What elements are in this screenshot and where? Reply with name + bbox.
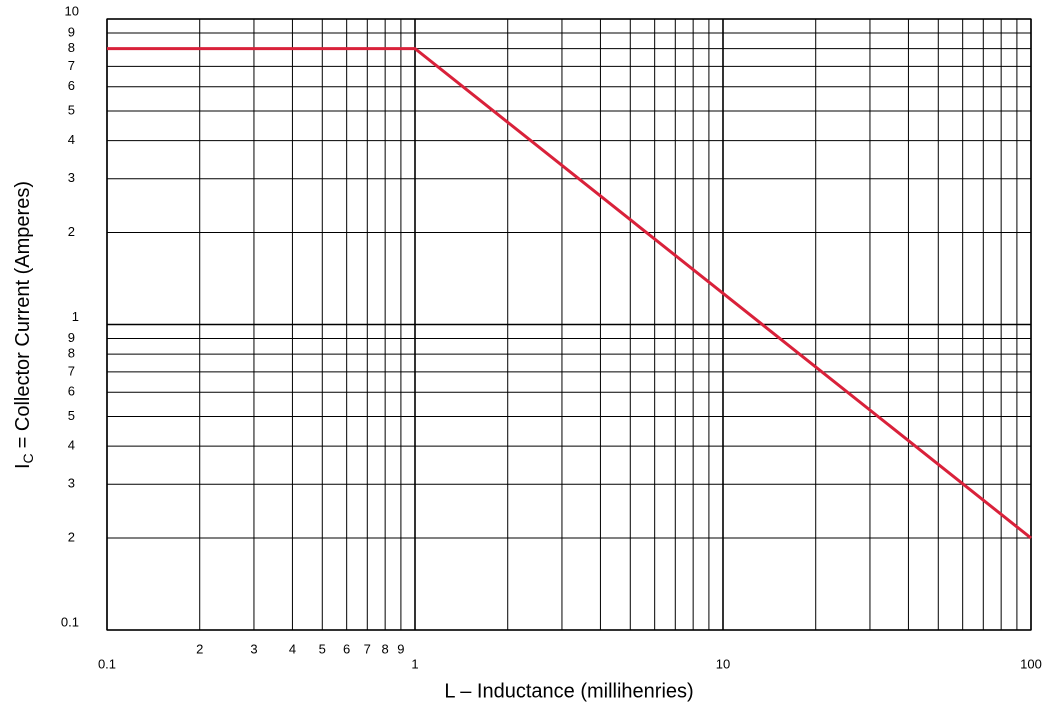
y-tick-label: 10 xyxy=(65,3,79,18)
y-tick-label: 9 xyxy=(68,24,75,39)
y-tick-label: 8 xyxy=(68,346,75,361)
y-tick-label: 7 xyxy=(68,363,75,378)
y-tick-label: 1 xyxy=(72,309,79,324)
y-axis-symbol: I xyxy=(12,463,34,469)
y-tick-label: 9 xyxy=(68,330,75,345)
x-tick-label: 2 xyxy=(196,641,203,656)
x-tick-label: 9 xyxy=(397,641,404,656)
x-tick-label: 3 xyxy=(250,641,257,656)
x-tick-label: 7 xyxy=(364,641,371,656)
x-tick-label: 8 xyxy=(382,641,389,656)
y-tick-label: 8 xyxy=(68,40,75,55)
x-tick-label: 10 xyxy=(716,656,730,671)
y-axis-subscript: C xyxy=(20,453,36,463)
y-tick-label: 4 xyxy=(68,438,75,453)
y-tick-label: 5 xyxy=(68,408,75,423)
plot-frame xyxy=(106,18,1032,631)
data-line xyxy=(107,47,1032,540)
x-tick-label: 6 xyxy=(343,641,350,656)
y-tick-label: 0.1 xyxy=(61,614,79,629)
y-tick-label: 4 xyxy=(68,132,75,147)
y-tick-label: 7 xyxy=(68,58,75,73)
y-tick-label: 3 xyxy=(68,170,75,185)
x-tick-label: 0.1 xyxy=(98,656,116,671)
y-tick-label: 6 xyxy=(68,78,75,93)
x-tick-label: 100 xyxy=(1020,656,1042,671)
y-tick-label: 3 xyxy=(68,476,75,491)
x-tick-label: 5 xyxy=(319,641,326,656)
y-axis-label: IC = Collector Current (Amperes) xyxy=(12,181,35,469)
y-tick-label: 5 xyxy=(68,102,75,117)
y-axis-text: = Collector Current (Amperes) xyxy=(12,181,34,448)
x-tick-label: 1 xyxy=(411,656,418,671)
y-tick-label: 2 xyxy=(68,224,75,239)
x-tick-label: 4 xyxy=(289,641,296,656)
y-tick-label: 2 xyxy=(68,529,75,544)
y-tick-label: 6 xyxy=(68,384,75,399)
x-axis-label: L – Inductance (millihenries) xyxy=(444,680,693,702)
